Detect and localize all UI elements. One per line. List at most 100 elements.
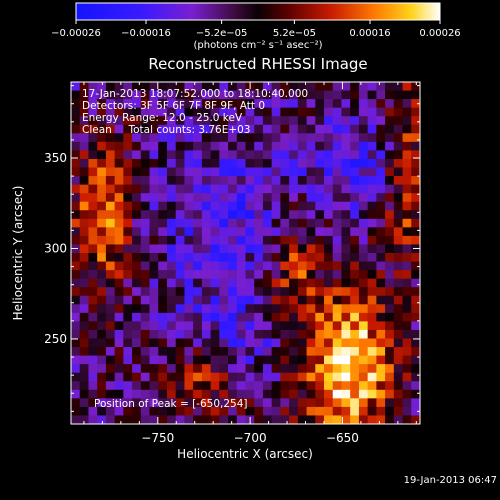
heatmap-cell — [271, 364, 281, 374]
heatmap-cell — [341, 406, 351, 417]
heatmap-cell — [306, 381, 316, 391]
heatmap-cell — [132, 218, 142, 228]
heatmap-cell — [411, 287, 420, 297]
heatmap-cell — [184, 372, 194, 382]
heatmap-cell — [140, 253, 151, 263]
heatmap-cell — [289, 389, 299, 399]
heatmap-cell — [175, 295, 186, 305]
heatmap-cell — [97, 372, 107, 382]
heatmap-cell — [254, 364, 264, 374]
heatmap-cell — [332, 398, 343, 408]
heatmap-cell — [245, 90, 255, 100]
heatmap-cell — [262, 287, 273, 297]
heatmap-cell — [105, 90, 116, 100]
heatmap-cell — [97, 158, 107, 169]
heatmap-cell — [367, 116, 377, 126]
heatmap-cell — [280, 278, 290, 288]
heatmap-cell — [324, 193, 334, 203]
heatmap-cell — [393, 184, 404, 194]
heatmap-cell — [411, 124, 420, 134]
heatmap-cell — [193, 235, 203, 246]
heatmap-cell — [219, 124, 229, 134]
heatmap-cell — [184, 389, 194, 399]
heatmap-cell — [358, 210, 369, 220]
heatmap-cell — [132, 312, 142, 322]
heatmap-cell — [306, 218, 316, 228]
heatmap-cell — [105, 381, 116, 391]
heatmap-cell — [367, 201, 377, 211]
heatmap-cell — [367, 372, 377, 382]
heatmap-cell — [97, 261, 107, 271]
heatmap-cell — [132, 372, 142, 382]
heatmap-cell — [245, 287, 255, 297]
heatmap-cell — [393, 193, 404, 203]
heatmap-cell — [105, 329, 116, 340]
heatmap-cell — [306, 158, 316, 169]
heatmap-cell — [201, 90, 212, 100]
heatmap-cell — [184, 355, 194, 365]
heatmap-cell — [289, 329, 299, 340]
heatmap-cell — [184, 304, 194, 314]
heatmap-cell — [149, 295, 159, 305]
heatmap-cell — [297, 107, 308, 117]
heatmap-cell — [358, 107, 369, 117]
heatmap-cell — [184, 99, 194, 109]
heatmap-cell — [71, 150, 81, 160]
heatmap-cell — [149, 90, 159, 100]
heatmap-cell — [271, 167, 281, 177]
heatmap-cell — [332, 82, 343, 92]
heatmap-cell — [254, 398, 264, 408]
heatmap-cell — [324, 150, 334, 160]
heatmap-cell — [376, 184, 386, 194]
heatmap-cell — [393, 355, 404, 365]
heatmap-cell — [105, 218, 116, 228]
heatmap-cell — [245, 116, 255, 126]
heatmap-cell — [140, 158, 151, 169]
heatmap-cell — [254, 107, 264, 117]
heatmap-cell — [71, 304, 81, 314]
heatmap-cell — [332, 270, 343, 280]
heatmap-cell — [228, 99, 238, 109]
heatmap-cell — [350, 287, 360, 297]
heatmap-cell — [201, 99, 212, 109]
heatmap-cell — [324, 210, 334, 220]
heatmap-cell — [332, 415, 343, 424]
heatmap-cell — [402, 244, 412, 254]
annotation-detectors: Detectors: 3F 5F 6F 7F 8F 9F, Att 0 — [82, 100, 265, 112]
heatmap-cell — [271, 321, 281, 331]
heatmap-cell — [271, 261, 281, 271]
heatmap-cell — [71, 261, 81, 271]
heatmap-cell — [175, 312, 186, 322]
heatmap-cell — [393, 415, 404, 424]
heatmap-cell — [350, 278, 360, 288]
heatmap-cell — [358, 218, 369, 228]
heatmap-cell — [402, 261, 412, 271]
heatmap-cell — [114, 329, 124, 340]
heatmap-cell — [97, 107, 107, 117]
heatmap-cell — [132, 398, 142, 408]
heatmap-cell — [123, 201, 133, 211]
heatmap-cell — [236, 372, 247, 382]
heatmap-cell — [402, 141, 412, 151]
heatmap-cell — [280, 184, 290, 194]
heatmap-cell — [324, 244, 334, 254]
heatmap-cell — [114, 347, 124, 357]
heatmap-cell — [393, 201, 404, 211]
heatmap-cell — [324, 107, 334, 117]
heatmap-cell — [262, 398, 273, 408]
heatmap-cell — [350, 176, 360, 186]
heatmap-cell — [385, 270, 395, 280]
heatmap-cell — [358, 116, 369, 126]
heatmap-cell — [254, 321, 264, 331]
heatmap-cell — [376, 372, 386, 382]
heatmap-cell — [332, 116, 343, 126]
heatmap-cell — [385, 415, 395, 424]
heatmap-cell — [289, 347, 299, 357]
heatmap-cell — [306, 329, 316, 340]
heatmap-cell — [254, 167, 264, 177]
heatmap-cell — [193, 253, 203, 263]
heatmap-cell — [114, 116, 124, 126]
colorbar-tick-label: −0.00016 — [121, 28, 171, 39]
heatmap-cell — [158, 364, 168, 374]
heatmap-cell — [193, 141, 203, 151]
